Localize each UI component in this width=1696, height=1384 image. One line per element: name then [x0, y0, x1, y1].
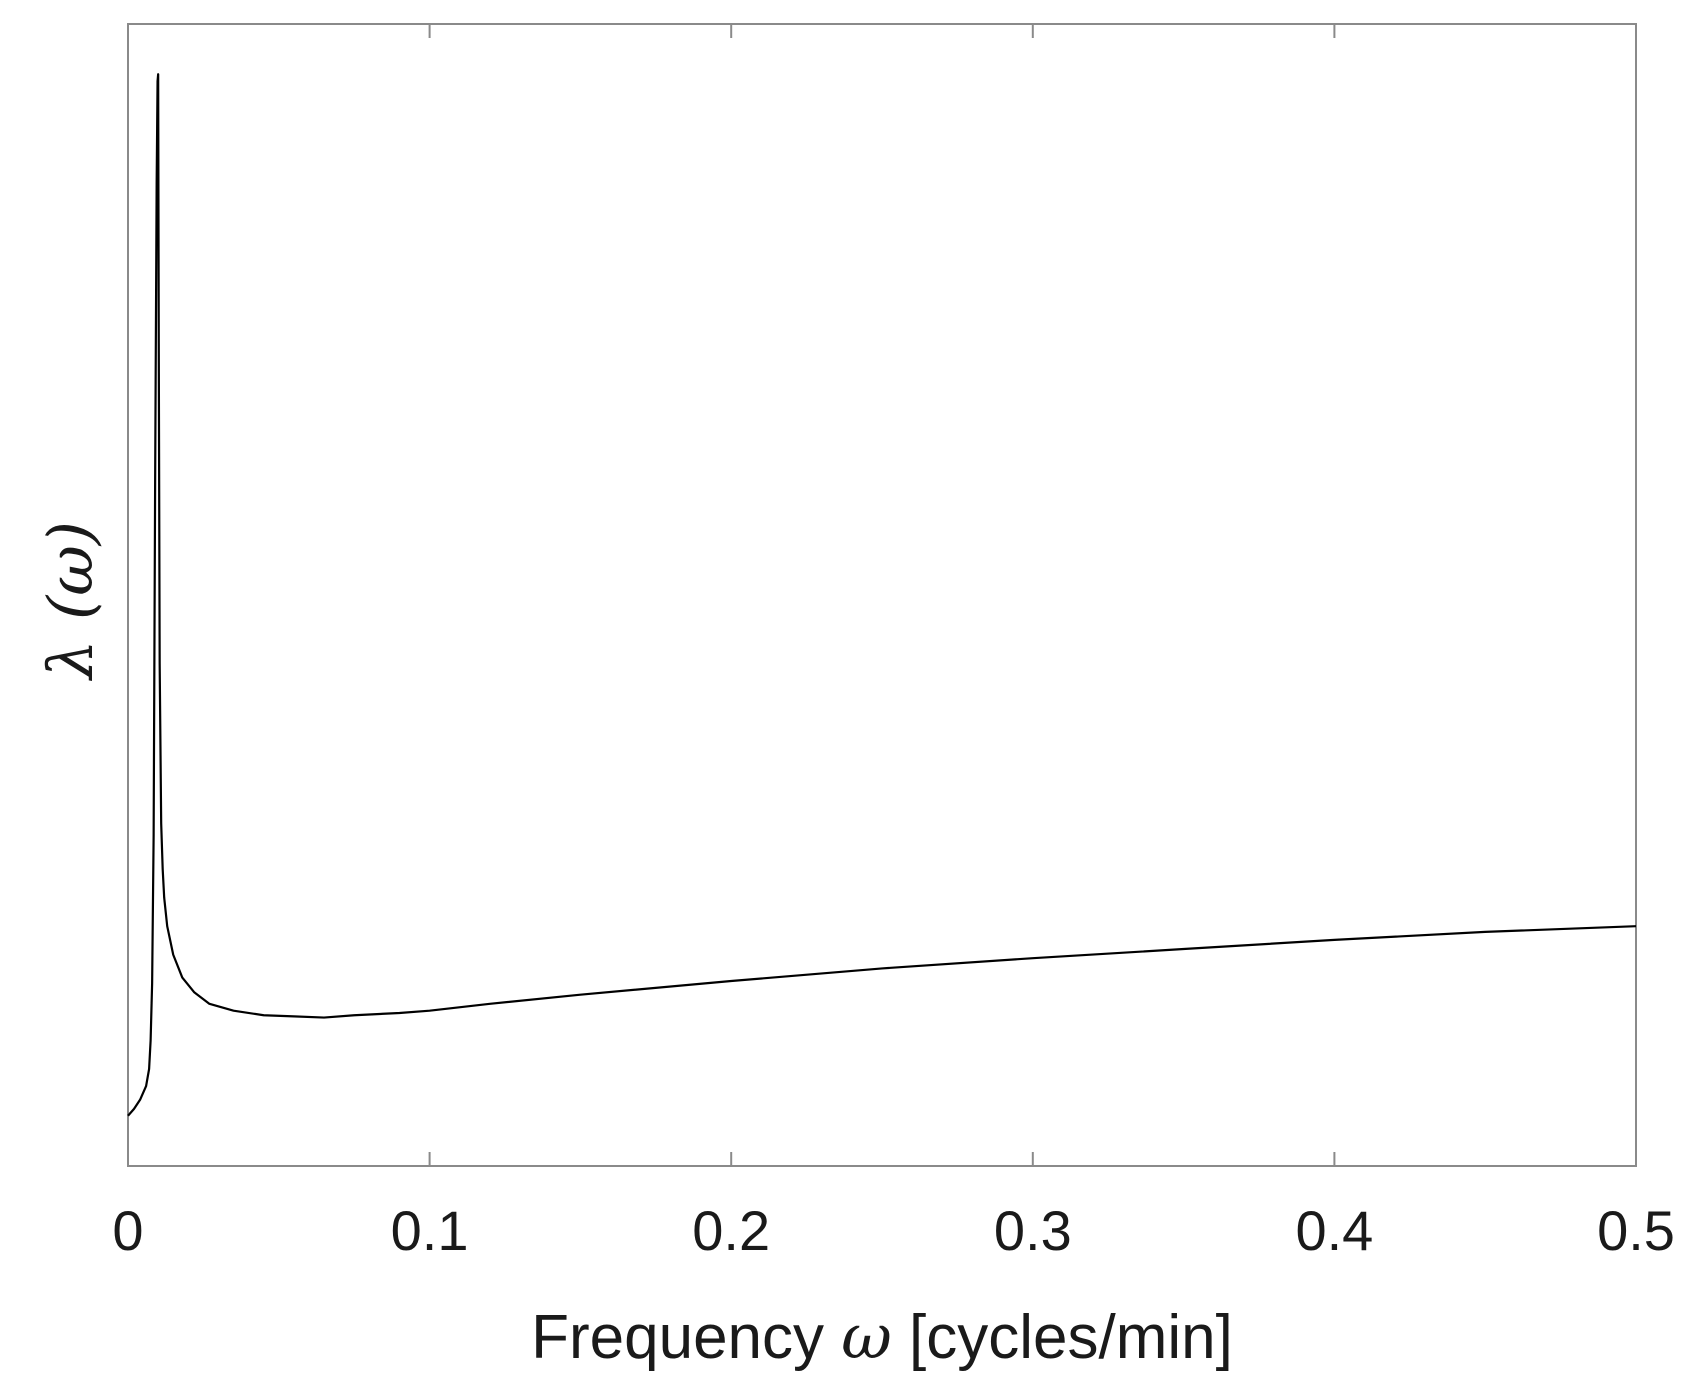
x-axis-title-text-1: Frequency: [531, 1303, 841, 1372]
x-tick-label: 0.3: [994, 1199, 1072, 1262]
x-tick-label: 0.5: [1597, 1199, 1675, 1262]
x-tick-label: 0.2: [692, 1199, 770, 1262]
x-ticks-top: [127, 24, 1637, 38]
x-axis-title-symbol: ω: [841, 1300, 892, 1373]
x-tick-labels: 0 0.1 0.2 0.3 0.4 0.5: [112, 1199, 1675, 1262]
y-axis-title-arg: (ω): [34, 521, 107, 620]
x-tick-label: 0.1: [391, 1199, 469, 1262]
x-ticks-bottom: [127, 1152, 1637, 1166]
y-axis-title-symbol: λ: [34, 620, 107, 682]
x-axis-title-text-2: [cycles/min]: [892, 1303, 1233, 1372]
y-axis-title: λ (ω): [34, 521, 107, 682]
plot-frame: [127, 23, 1637, 1167]
x-tick-label: 0.4: [1295, 1199, 1373, 1262]
x-axis-title: Frequency ω [cycles/min]: [531, 1300, 1233, 1373]
x-tick-label: 0: [112, 1199, 143, 1262]
series-line: [127, 73, 1637, 1117]
